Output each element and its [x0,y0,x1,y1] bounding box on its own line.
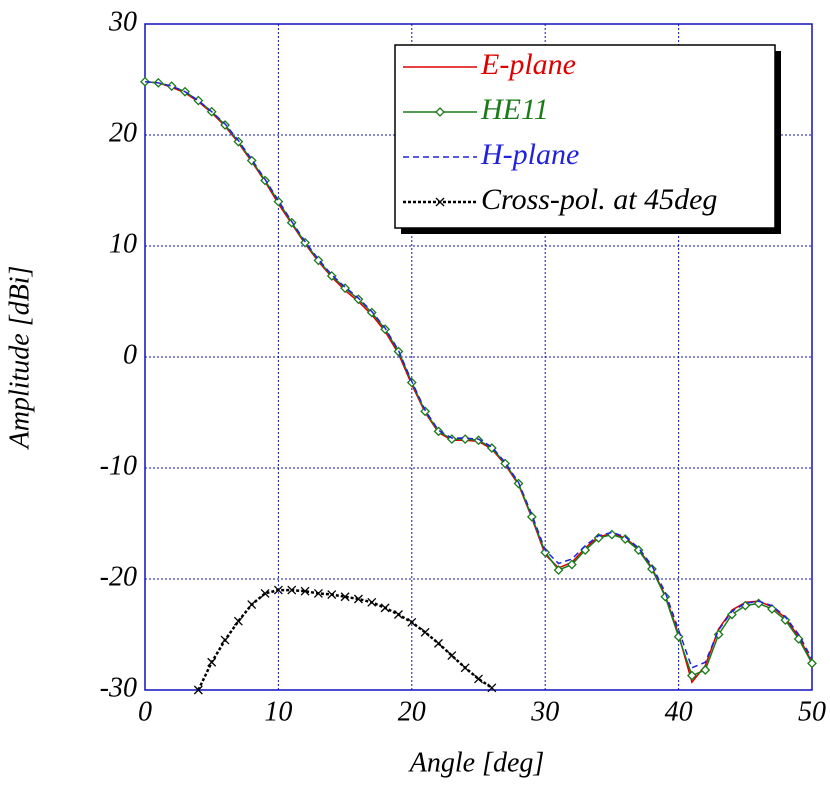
x-marker [367,597,377,607]
diamond-marker [633,545,644,556]
diamond-marker [326,271,337,281]
y-tick-label: 30 [108,6,137,37]
y-tick-label: 0 [123,339,137,370]
legend-marker [435,107,445,117]
legend-marker [435,197,445,207]
x-marker [220,635,230,645]
diamond-marker [767,604,777,614]
x-axis-label: Angle [deg] [408,747,545,778]
y-tick-label: 20 [109,117,137,148]
legend-label: E-plane [480,48,576,81]
x-tick-label: 30 [530,696,559,727]
y-tick-label: 10 [109,228,137,259]
diamond-marker [727,609,737,620]
x-marker [434,638,443,648]
y-tick-label: -30 [100,672,137,703]
diamond-marker [433,426,444,437]
x-marker [273,585,283,595]
diamond-marker [460,434,471,445]
diamond-marker [420,406,431,417]
x-marker [394,610,403,619]
x-tick-label: 10 [264,696,292,727]
diamond-marker [566,559,577,570]
diamond-marker [300,237,310,248]
x-tick-label: 50 [798,696,826,727]
legend-label: Cross-pol. at 45deg [481,183,717,216]
diamond-marker [660,591,671,602]
x-marker [260,588,270,598]
series-line [144,80,813,669]
x-tick-label: 0 [138,696,152,727]
diamond-marker [780,615,791,625]
x-marker [407,617,417,627]
x-marker [474,674,483,684]
y-axis-label: Amplitude [dBi] [4,266,35,451]
x-marker [487,683,497,693]
x-marker [340,592,350,602]
diamond-marker [673,631,684,642]
x-marker [353,594,363,604]
diamond-marker [540,547,551,558]
diamond-marker [700,665,711,675]
diamond-marker [807,658,817,669]
x-marker [313,588,323,598]
legend-box [394,44,776,229]
x-marker [207,657,217,667]
x-marker [420,627,430,637]
series-line [197,588,493,691]
x-marker [233,616,243,626]
legend-label: HE11 [480,93,549,126]
diamond-marker [473,435,484,446]
x-marker [460,663,470,673]
diamond-marker [606,529,617,540]
x-tick-label: 20 [398,696,426,727]
x-tick-label: 40 [665,696,693,727]
x-marker [287,585,297,595]
diamond-marker [620,534,631,544]
x-marker [193,685,203,695]
plot-frame [144,23,813,691]
diamond-marker [687,670,697,681]
x-marker [380,603,390,613]
diamond-marker [793,634,804,644]
x-marker [327,590,337,599]
x-marker [447,651,457,661]
x-marker [300,586,310,596]
x-marker [247,600,257,609]
y-tick-label: -10 [100,450,137,481]
y-tick-label: -20 [100,561,137,592]
legend-label: H-plane [480,138,579,171]
diamond-marker [553,565,564,576]
